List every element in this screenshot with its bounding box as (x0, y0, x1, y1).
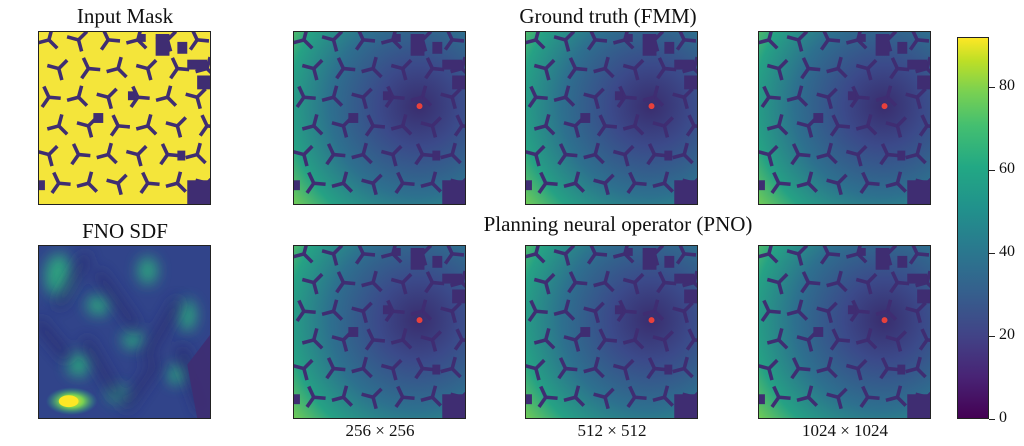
pno-title: Planning neural operator (PNO) (483, 212, 753, 236)
ground-truth-256-panel (293, 31, 466, 205)
resolution-label-256: 256 × 256 (345, 421, 415, 440)
pno-256-panel (293, 245, 466, 419)
pno-1024-image (759, 246, 930, 418)
colorbar-tick-mark (989, 86, 995, 88)
input-mask-title: Input Mask (76, 4, 174, 28)
pno-1024-panel (758, 245, 931, 419)
ground-truth-512-image (526, 32, 697, 204)
pno-256-image (294, 246, 465, 418)
resolution-label-512: 512 × 512 (577, 421, 647, 440)
input-mask-image (39, 32, 210, 204)
colorbar-tick-label: 0 (999, 409, 1007, 426)
colorbar-tick-mark (989, 252, 995, 254)
colorbar-tick-label: 40 (999, 242, 1015, 260)
fno-sdf-image (39, 246, 210, 418)
colorbar-tick-mark (989, 169, 995, 171)
ground-truth-1024-panel (758, 31, 931, 205)
resolution-label-1024: 1024 × 1024 (801, 421, 889, 440)
colorbar-tick-label: 20 (999, 325, 1015, 343)
fno-sdf-panel (38, 245, 211, 419)
colorbar-tick-label: 80 (999, 76, 1015, 94)
ground-truth-1024-image (759, 32, 930, 204)
colorbar-tick-label: 60 (999, 159, 1015, 177)
colorbar-tick-mark (989, 419, 995, 420)
colorbar-tick-mark (989, 335, 995, 337)
fno-sdf-title: FNO SDF (82, 219, 168, 243)
colorbar (957, 37, 989, 419)
pno-512-panel (525, 245, 698, 419)
ground-truth-512-panel (525, 31, 698, 205)
pno-512-image (526, 246, 697, 418)
ground-truth-256-image (294, 32, 465, 204)
input-mask-panel (38, 31, 211, 205)
ground-truth-title: Ground truth (FMM) (519, 4, 697, 28)
